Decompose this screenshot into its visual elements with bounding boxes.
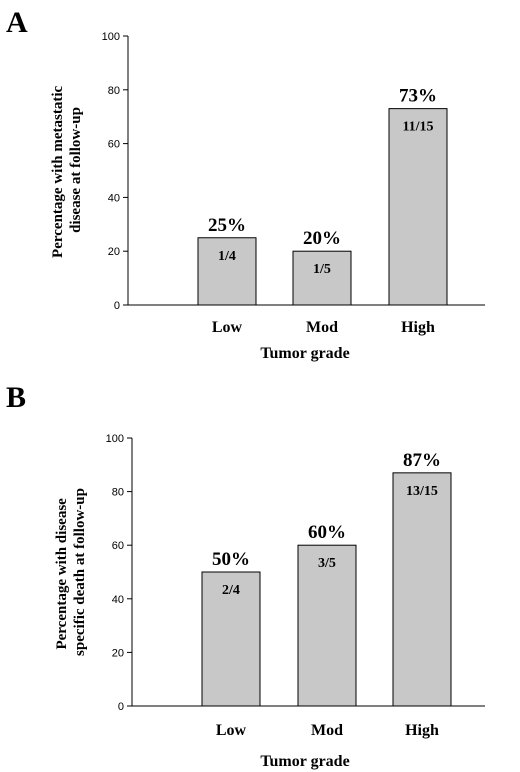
y-tick-label: 100 [106, 433, 124, 445]
y-axis-label-b: Percentage with disease specific death a… [54, 488, 88, 656]
y-axis-label-b-line-2: specific death at follow-up [72, 488, 88, 656]
bar-fraction-label: 3/5 [318, 556, 336, 571]
y-tick-label: 20 [108, 246, 120, 258]
y-axis-label-a-line-1: Percentage with metastatic [50, 85, 66, 257]
category-label: High [401, 319, 435, 336]
y-tick-label: 40 [112, 594, 124, 606]
y-tick-label: 80 [112, 487, 124, 499]
bar-mod [297, 544, 357, 707]
y-tick-label: 0 [114, 300, 120, 312]
bar-low [201, 571, 261, 707]
category-label: High [405, 722, 439, 739]
y-tick-label: 20 [112, 647, 124, 659]
bar-fraction-label: 1/4 [218, 249, 236, 264]
bar-fraction-label: 13/15 [406, 484, 438, 499]
panel-b: B Percentage with disease specific death… [6, 381, 485, 770]
category-label: Low [216, 722, 247, 739]
y-tick-label: 100 [102, 31, 120, 43]
panel-a: A Percentage with metastatic disease at … [6, 6, 485, 362]
bar-percent-label: 60% [308, 522, 346, 543]
y-tick-label: 0 [118, 701, 124, 713]
y-tick-label: 40 [108, 192, 120, 204]
y-tick-label: 60 [108, 139, 120, 151]
bar-percent-label: 25% [208, 215, 246, 236]
x-axis-label-a: Tumor grade [260, 345, 349, 362]
category-label: Mod [311, 722, 343, 739]
bar-percent-label: 50% [212, 549, 250, 570]
bar-percent-label: 87% [403, 450, 441, 471]
bar-high [388, 108, 448, 306]
y-tick-label: 80 [108, 85, 120, 97]
bar-fraction-label: 1/5 [313, 262, 331, 277]
bar-low [197, 237, 257, 306]
bars-a: 0 20 40 60 80 100 25% 1/4 Low 20% 1/5 Mod 73% 11/15 Hi… [102, 31, 485, 336]
bar-fraction-label: 11/15 [402, 120, 433, 135]
bar-high [392, 472, 452, 707]
y-axis-label-b-line-1: Percentage with disease [54, 498, 70, 650]
bar-percent-label: 20% [303, 228, 341, 249]
panel-letter-b: B [6, 381, 26, 414]
y-axis-label-a: Percentage with metastatic disease at fo… [50, 82, 84, 258]
bar-percent-label: 73% [399, 86, 437, 107]
category-label: Mod [306, 319, 338, 336]
bar-mod [292, 250, 352, 306]
x-axis-label-b: Tumor grade [260, 753, 349, 770]
bars-b: 0 20 40 60 80 100 50% 2/4 Low 60% 3/5 Mod 87% 13/15 Hi… [106, 433, 485, 739]
category-label: Low [212, 319, 243, 336]
panel-letter-a: A [6, 6, 28, 39]
y-tick-label: 60 [112, 540, 124, 552]
bar-fraction-label: 2/4 [222, 583, 240, 598]
y-axis-label-a-line-2: disease at follow-up [68, 107, 84, 233]
